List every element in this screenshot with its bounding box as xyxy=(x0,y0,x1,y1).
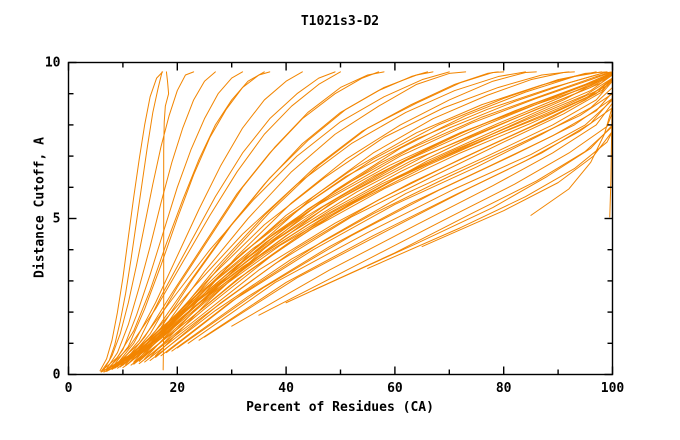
series-line xyxy=(103,71,195,371)
series-line xyxy=(231,102,613,327)
series-line xyxy=(108,73,613,371)
series-line xyxy=(106,71,341,371)
series-line xyxy=(144,77,613,363)
series-line xyxy=(165,80,613,354)
series-line xyxy=(160,86,613,357)
series-line xyxy=(116,71,336,367)
series-line xyxy=(176,97,613,349)
x-tick-label: 60 xyxy=(387,380,403,396)
series-line xyxy=(122,79,613,369)
chart-title: T1021s3-D2 xyxy=(300,14,380,29)
series-line xyxy=(149,93,613,361)
x-tick-label: 20 xyxy=(169,380,186,396)
y-axis-label: Distance Cutoff, A xyxy=(32,137,48,278)
x-tick-label: 80 xyxy=(495,380,512,396)
series-line xyxy=(133,71,467,363)
series-line xyxy=(108,71,244,369)
series-line xyxy=(144,71,537,360)
series-line xyxy=(100,71,163,372)
series-line xyxy=(198,107,613,341)
series-line xyxy=(162,71,170,371)
x-tick-label: 0 xyxy=(64,380,73,396)
series-line xyxy=(312,124,613,291)
series-line xyxy=(111,71,271,369)
y-tick-label: 0 xyxy=(52,367,61,382)
series-line xyxy=(99,71,164,372)
series-line xyxy=(367,130,613,269)
series-line xyxy=(171,91,613,352)
series-line xyxy=(187,99,613,344)
axis-ticks xyxy=(67,61,614,376)
series-line xyxy=(127,71,608,365)
y-tick-label: 10 xyxy=(44,55,61,70)
series-line xyxy=(106,71,613,371)
series-line xyxy=(100,71,265,372)
series-line xyxy=(125,71,429,366)
series-line xyxy=(111,71,450,369)
series-line xyxy=(130,79,613,366)
series-line xyxy=(122,71,570,366)
series-line xyxy=(100,72,613,373)
x-tick-label: 40 xyxy=(278,380,294,396)
series-line xyxy=(106,71,216,370)
series-line xyxy=(103,79,613,373)
series-line xyxy=(114,71,303,368)
series-line xyxy=(111,71,597,370)
series-line xyxy=(116,71,526,368)
series-line xyxy=(119,71,380,367)
series-line xyxy=(111,77,613,371)
y-tick-label: 5 xyxy=(52,211,61,226)
x-tick-label: 100 xyxy=(600,380,625,396)
curves-group xyxy=(99,71,613,373)
x-axis-label: Percent of Residues (CA) xyxy=(246,400,434,415)
series-line xyxy=(138,77,613,365)
